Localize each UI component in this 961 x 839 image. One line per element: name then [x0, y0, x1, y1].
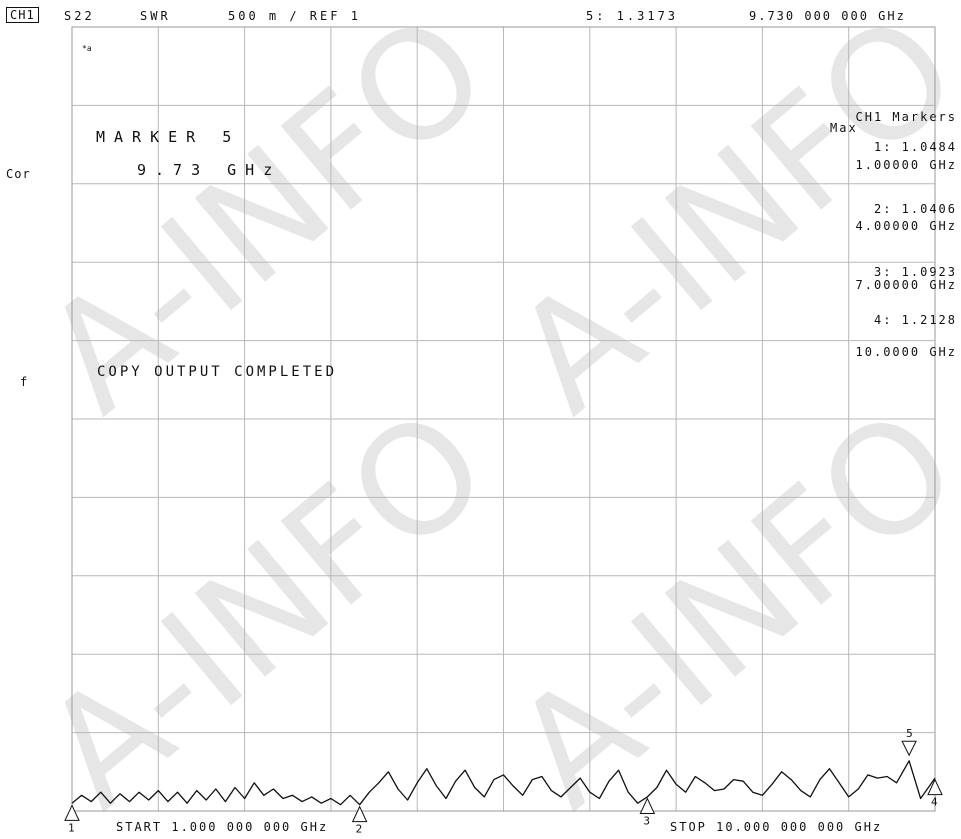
- s-parameter-label: S22: [64, 9, 95, 23]
- marker-5-label: 5: [906, 727, 913, 740]
- marker-1-frequency: 1.00000 GHz: [855, 158, 957, 172]
- marker-panel-title: CH1 Markers: [855, 110, 957, 124]
- marker-readout-title: MARKER 5: [96, 128, 241, 146]
- marker-3-value: 3: 1.0923: [873, 265, 957, 279]
- format-label: SWR: [140, 9, 171, 23]
- correction-indicator: Cor: [6, 167, 31, 181]
- marker-1-value: 1: 1.0484: [873, 140, 957, 154]
- marker-4-frequency: 10.0000 GHz: [855, 345, 957, 359]
- active-marker-value: 5: 1.3173: [586, 9, 679, 23]
- marker-readout-frequency: 9.73 GHz: [137, 161, 282, 179]
- marker-3-label: 3: [643, 815, 650, 828]
- marker-panel-subtitle: Max: [830, 121, 858, 135]
- marker-2-value: 2: 1.0406: [873, 202, 957, 216]
- marker-5-triangle: [901, 740, 917, 757]
- marker-3-frequency: 7.00000 GHz: [855, 278, 957, 292]
- active-marker-frequency: 9.730 000 000 GHz: [749, 9, 906, 23]
- marker-1-triangle: [64, 804, 80, 821]
- marker-2-label: 2: [356, 823, 363, 836]
- stop-frequency: STOP 10.000 000 000 GHz: [670, 820, 883, 834]
- marker-4-triangle: [927, 778, 943, 796]
- start-frequency: START 1.000 000 000 GHz: [116, 820, 329, 834]
- plot-frame: [71, 26, 936, 812]
- marker-2-frequency: 4.00000 GHz: [855, 219, 957, 233]
- f-indicator: f: [20, 375, 31, 389]
- marker-3-triangle: [639, 797, 656, 815]
- marker-2-triangle: [351, 805, 368, 823]
- status-message: COPY OUTPUT COMPLETED: [97, 364, 338, 380]
- small-trace-mark: *a: [82, 44, 92, 53]
- channel-label: CH1: [6, 7, 39, 23]
- swr-trace: [71, 760, 936, 806]
- channel-box: CH1: [6, 7, 39, 23]
- marker-4-value: 4: 1.2128: [873, 313, 957, 327]
- marker-4-label: 4: [931, 796, 938, 809]
- scale-label: 500 m / REF 1: [228, 9, 361, 23]
- marker-1-label: 1: [68, 821, 75, 834]
